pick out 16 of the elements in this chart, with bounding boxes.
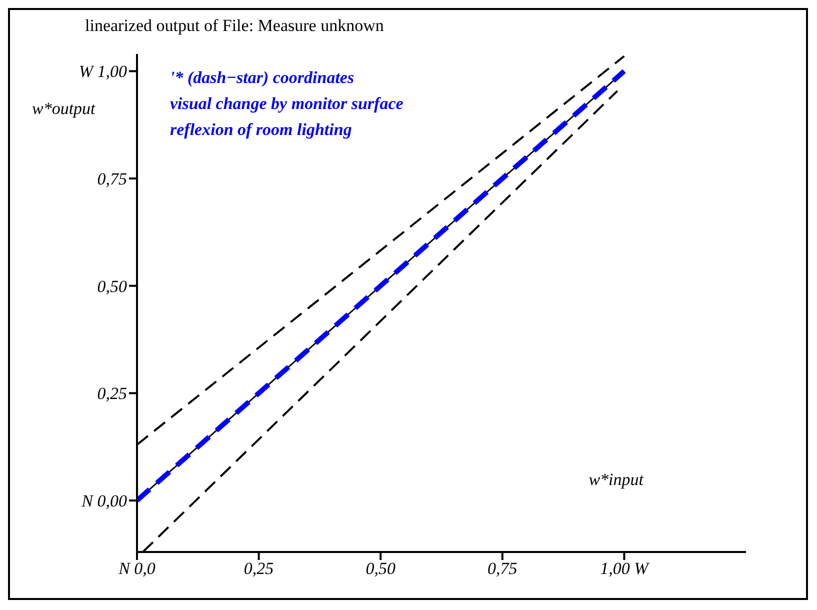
chart-title: linearized output of File: Measure unknown [85, 16, 384, 36]
y-tick-label: 0,75 [97, 170, 127, 189]
annotation: reflexion of room lighting [170, 119, 353, 141]
x-tick-label: 1,00 W [600, 559, 650, 578]
annotation: visual change by monitor surface [170, 93, 404, 115]
x-tick-label: 0,75 [488, 559, 518, 578]
x-tick-label: 0,50 [366, 559, 396, 578]
y-tick-label: W 1,00 [78, 62, 128, 82]
y-axis-title: w*output [32, 99, 96, 120]
y-tick-label: 0,50 [97, 276, 128, 296]
x-axis-title: w*input [588, 470, 644, 490]
x-tick-label: 0,25 [244, 559, 274, 578]
y-tick-label: 0,25 [97, 384, 127, 404]
y-tick-label: N 0,00 [80, 492, 128, 511]
annotation: '* (dash−star) coordinates [170, 67, 356, 89]
x-tick-label: N 0,0 [118, 559, 156, 578]
